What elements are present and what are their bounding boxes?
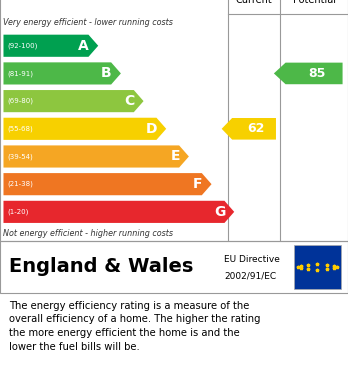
Polygon shape: [3, 90, 143, 112]
Text: (39-54): (39-54): [8, 153, 33, 160]
Text: (55-68): (55-68): [8, 126, 33, 132]
Text: G: G: [214, 205, 225, 219]
Polygon shape: [274, 63, 342, 84]
Polygon shape: [3, 201, 234, 223]
Text: D: D: [146, 122, 157, 136]
Text: England & Wales: England & Wales: [9, 258, 193, 276]
Text: F: F: [193, 177, 203, 191]
Text: A: A: [78, 39, 89, 53]
Polygon shape: [3, 173, 212, 195]
Text: C: C: [124, 94, 134, 108]
Polygon shape: [3, 118, 166, 140]
Text: E: E: [170, 149, 180, 163]
Polygon shape: [222, 118, 276, 140]
Text: (21-38): (21-38): [8, 181, 33, 187]
Text: Not energy efficient - higher running costs: Not energy efficient - higher running co…: [3, 229, 174, 238]
Text: Potential: Potential: [293, 0, 335, 5]
Text: (92-100): (92-100): [8, 43, 38, 49]
Text: B: B: [101, 66, 112, 81]
Text: (81-91): (81-91): [8, 70, 34, 77]
Text: 62: 62: [247, 122, 265, 135]
Polygon shape: [3, 35, 98, 57]
Text: (1-20): (1-20): [8, 209, 29, 215]
Text: Current: Current: [236, 0, 272, 5]
Text: 85: 85: [308, 67, 326, 80]
Text: The energy efficiency rating is a measure of the
overall efficiency of a home. T: The energy efficiency rating is a measur…: [9, 301, 260, 352]
Text: 2002/91/EC: 2002/91/EC: [224, 272, 277, 281]
FancyBboxPatch shape: [294, 245, 341, 289]
Polygon shape: [3, 145, 189, 168]
Text: (69-80): (69-80): [8, 98, 34, 104]
Text: EU Directive: EU Directive: [224, 255, 280, 264]
Polygon shape: [3, 62, 121, 84]
Text: Very energy efficient - lower running costs: Very energy efficient - lower running co…: [3, 18, 173, 27]
